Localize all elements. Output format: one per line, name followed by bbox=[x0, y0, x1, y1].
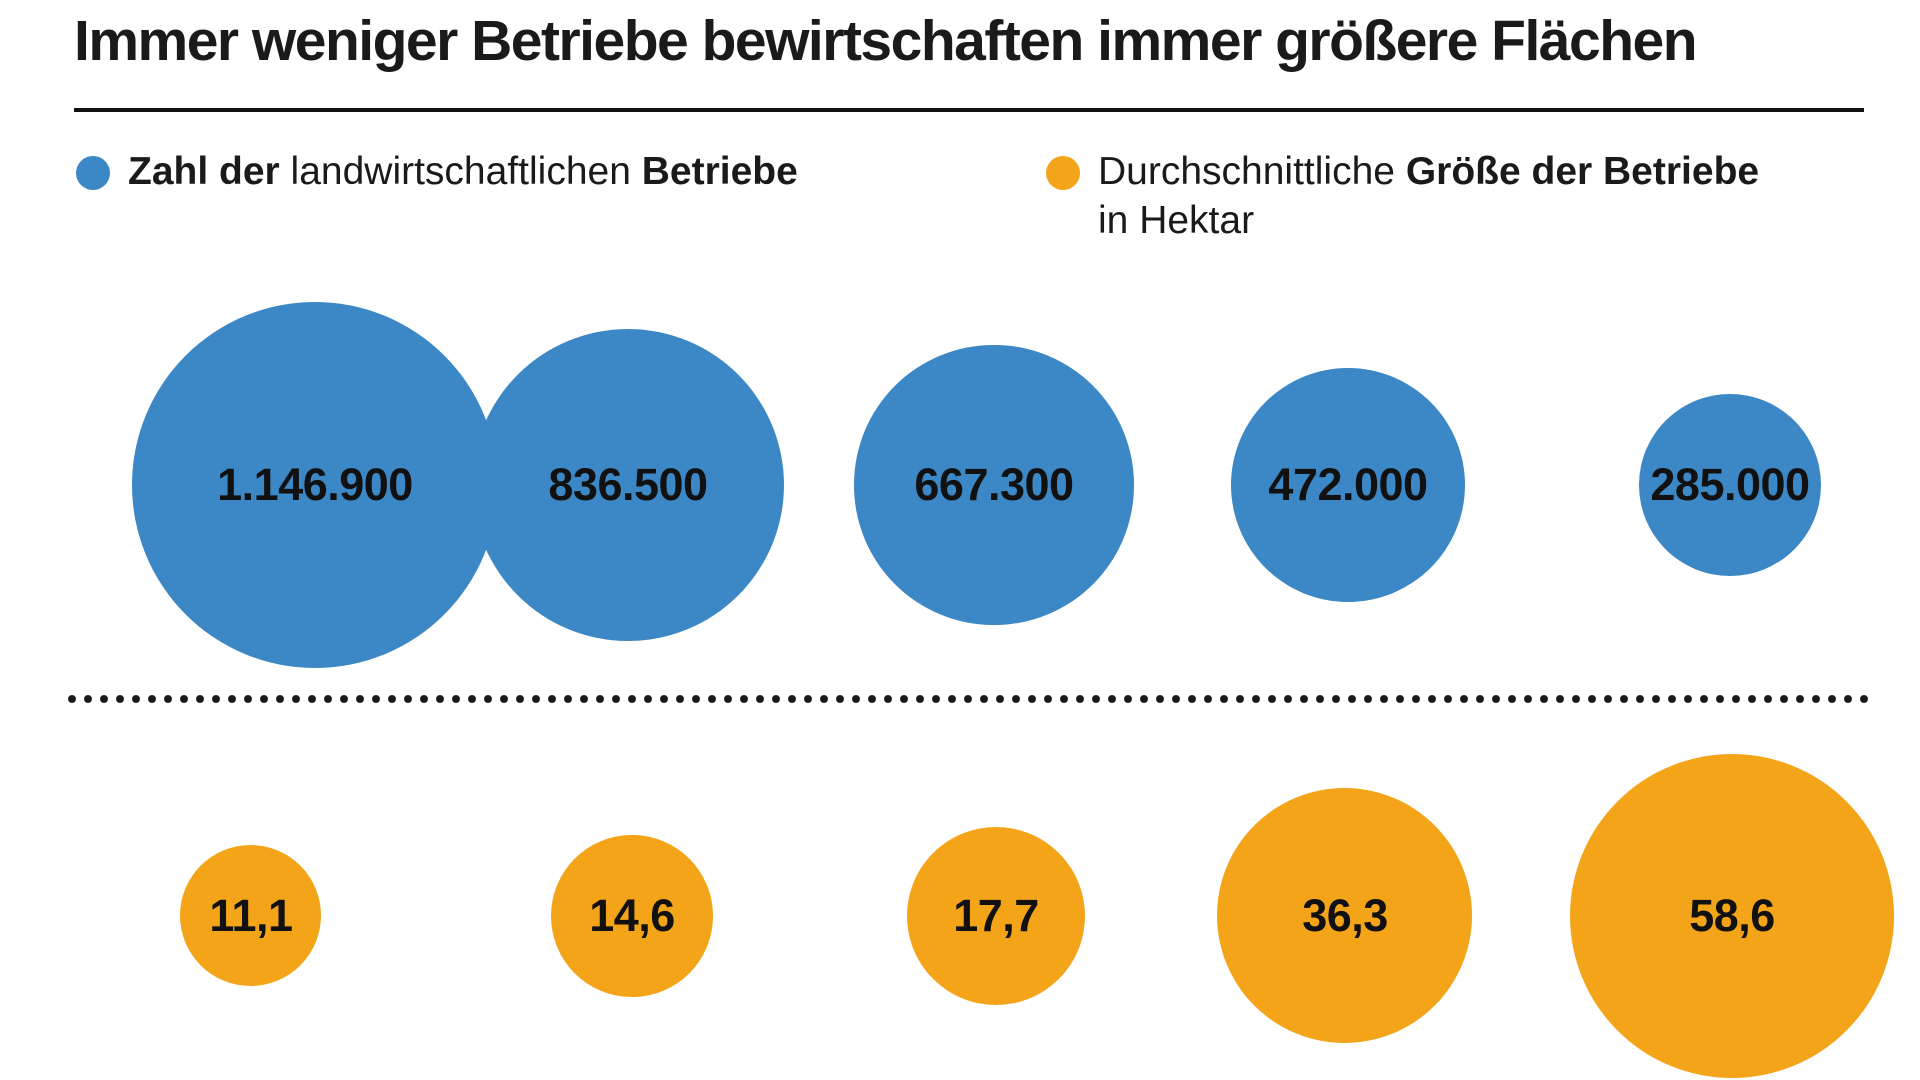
bubble-value-label: 836.500 bbox=[548, 458, 708, 510]
bubble-orange-4: 36,3 bbox=[1217, 788, 1473, 1044]
legend-item-betriebe: Zahl der landwirtschaftlichen Betriebe bbox=[76, 148, 798, 197]
legend-groesse-bold-tail: Größe der Betriebe bbox=[1405, 150, 1760, 193]
bubble-blue-1: 1.146.900 bbox=[132, 302, 498, 668]
bubble-orange-1: 11,1 bbox=[180, 845, 322, 987]
legend-label-betriebe: Zahl der landwirtschaftlichen Betriebe bbox=[128, 148, 798, 197]
bubble-value-label: 1.146.900 bbox=[217, 459, 413, 510]
legend-dot-orange-icon bbox=[1046, 156, 1080, 190]
legend-item-groesse: Durchschnittliche Größe der Betriebe in … bbox=[1046, 148, 1759, 246]
dotted-divider bbox=[64, 693, 1870, 705]
chart-title: Immer weniger Betriebe bewirtschaften im… bbox=[74, 9, 1698, 73]
legend-groesse-line1: Durchschnittliche Größe der Betriebe bbox=[1098, 150, 1759, 193]
bubble-blue-4: 472.000 bbox=[1230, 367, 1466, 603]
bubble-blue-3: 667.300 bbox=[854, 345, 1134, 625]
bubble-value-label: 58,6 bbox=[1689, 890, 1775, 941]
legend-dot-blue-icon bbox=[76, 156, 110, 190]
bubble-orange-3: 17,7 bbox=[906, 826, 1086, 1006]
bubble-blue-5: 285.000 bbox=[1638, 393, 1822, 577]
bubble-value-label: 11,1 bbox=[209, 889, 293, 941]
legend-groesse-regular-lead: Durchschnittliche bbox=[1098, 150, 1395, 193]
legend-groesse-line2: in Hektar bbox=[1098, 198, 1255, 242]
bubble-blue-2: 836.500 bbox=[471, 328, 785, 642]
bubble-value-label: 285.000 bbox=[1650, 458, 1810, 510]
bubble-value-label: 36,3 bbox=[1302, 889, 1388, 941]
bubble-value-label: 17,7 bbox=[953, 889, 1039, 941]
legend-label-groesse: Durchschnittliche Größe der Betriebe in … bbox=[1098, 148, 1759, 246]
legend-betriebe-bold-tail: Betriebe bbox=[641, 150, 798, 193]
bubble-value-label: 472.000 bbox=[1268, 458, 1428, 510]
legend-betriebe-bold-lead: Zahl der bbox=[128, 150, 280, 193]
bubble-orange-5: 58,6 bbox=[1570, 754, 1894, 1078]
title-divider bbox=[74, 108, 1864, 112]
legend-betriebe-regular-mid: landwirtschaftlichen bbox=[290, 150, 631, 193]
bubble-value-label: 14,6 bbox=[589, 889, 675, 941]
bubble-orange-2: 14,6 bbox=[551, 835, 713, 997]
bubble-value-label: 667.300 bbox=[914, 458, 1074, 510]
